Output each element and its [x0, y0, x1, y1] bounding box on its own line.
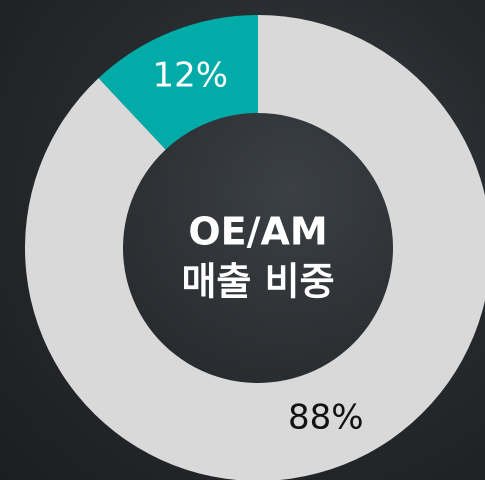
value-label: 12% — [152, 55, 228, 95]
center-text: 매출 비중 — [181, 260, 334, 304]
value-label: 88% — [288, 398, 364, 438]
center-text: OE/AM — [188, 210, 327, 254]
donut-segment — [98, 15, 259, 150]
donut-segment — [25, 15, 485, 480]
donut — [25, 15, 485, 480]
